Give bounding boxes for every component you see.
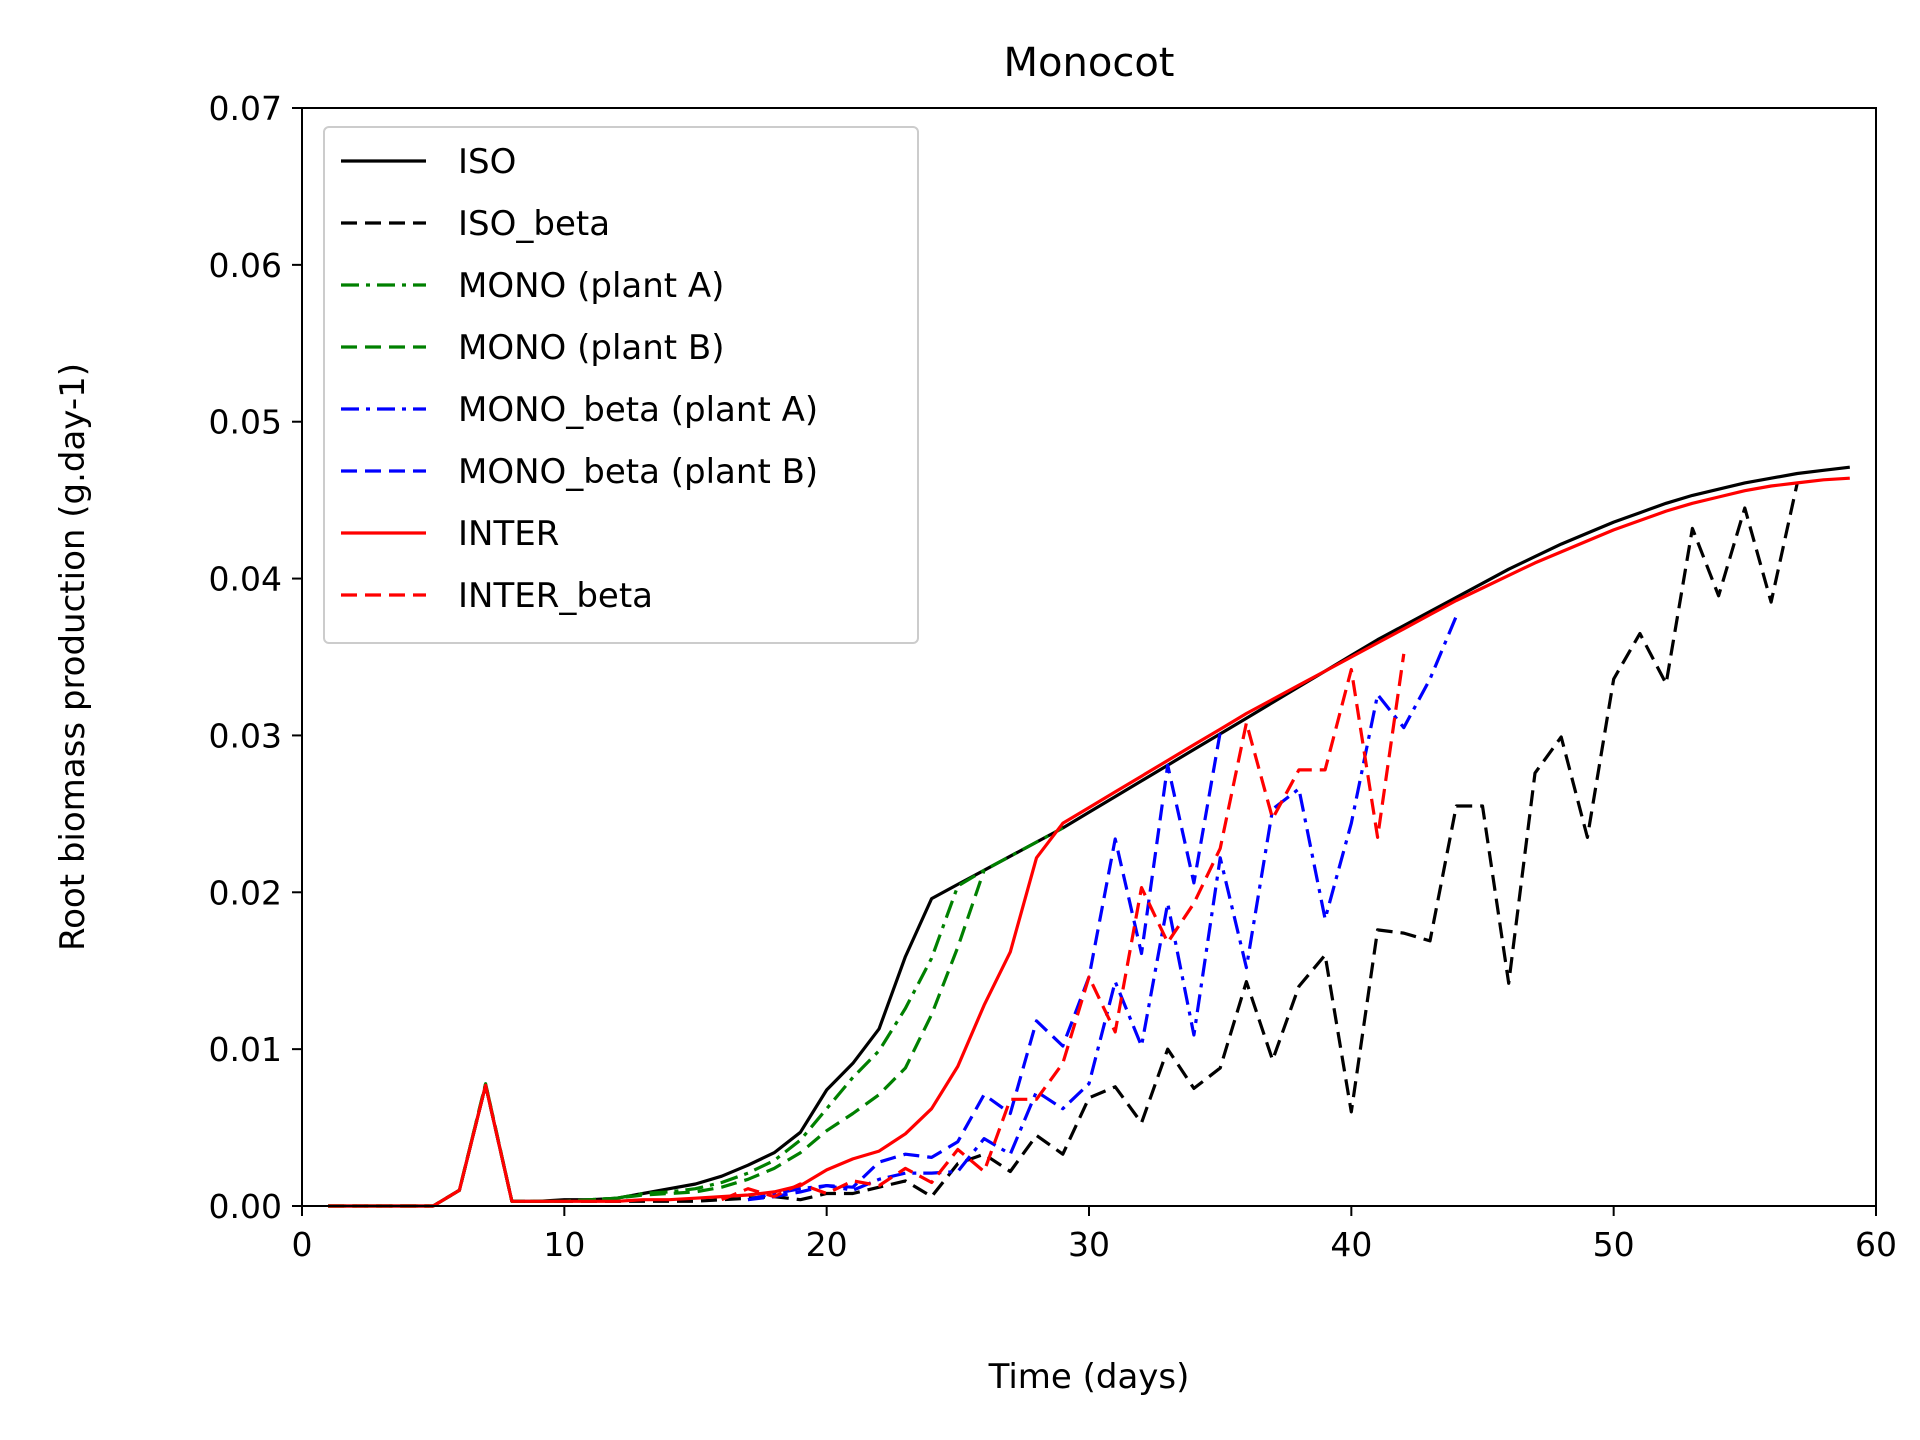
series-line-6 — [328, 476, 1850, 1208]
legend-label-7: INTER_beta — [458, 576, 653, 616]
y-tick-label: 0.01 — [209, 1030, 282, 1069]
legend-label-6: INTER — [458, 514, 559, 554]
y-tick-label: 0.05 — [209, 403, 282, 442]
y-tick-label: 0.07 — [209, 89, 282, 128]
series-line-7 — [721, 653, 1406, 1202]
axis-ticks: 0 10 20 30 40 50 60 0.00 0.01 0.02 0.03 0.04 0.05 0.0… — [209, 89, 1897, 1264]
chart-title: Monocot — [1004, 40, 1175, 86]
legend-label-4: MONO_beta (plant A) — [458, 390, 818, 430]
series-line-1 — [328, 482, 1799, 1208]
x-axis-label: Time (days) — [988, 1357, 1190, 1397]
y-axis-label: Root biomass production (g.day-1) — [53, 363, 93, 951]
x-tick-label: 60 — [1855, 1225, 1897, 1264]
legend-label-2: MONO (plant A) — [458, 266, 724, 306]
series-line-5 — [747, 732, 1222, 1202]
legend: ISO ISO_beta MONO (plant A) MONO (plant B) M… — [323, 126, 919, 644]
y-tick-label: 0.00 — [209, 1187, 282, 1226]
legend-label-1: ISO_beta — [458, 204, 610, 244]
legend-box — [323, 126, 919, 644]
x-tick-label: 50 — [1593, 1225, 1635, 1264]
legend-label-0: ISO — [458, 142, 516, 182]
x-tick-label: 30 — [1068, 1225, 1110, 1264]
y-tick-label: 0.06 — [209, 246, 282, 285]
x-tick-label: 0 — [292, 1225, 313, 1264]
series-layer — [328, 465, 1850, 1208]
x-tick-label: 10 — [543, 1225, 585, 1264]
y-tick-label: 0.02 — [209, 873, 282, 912]
legend-label-3: MONO (plant B) — [458, 328, 725, 368]
y-tick-label: 0.04 — [209, 560, 282, 599]
legend-label-5: MONO_beta (plant B) — [458, 452, 818, 492]
y-tick-label: 0.03 — [209, 716, 282, 755]
x-tick-label: 40 — [1330, 1225, 1372, 1264]
x-tick-label: 20 — [806, 1225, 848, 1264]
